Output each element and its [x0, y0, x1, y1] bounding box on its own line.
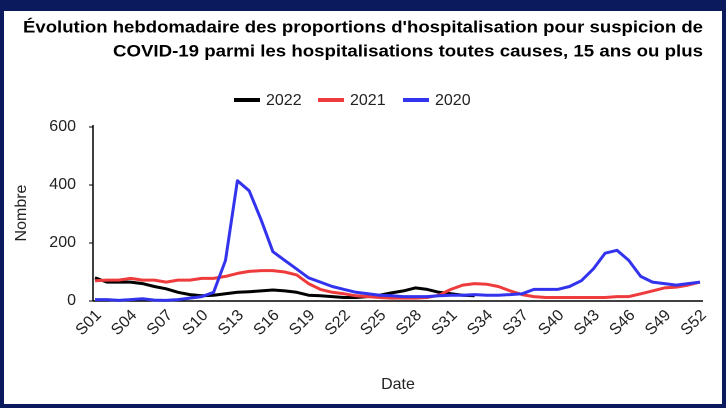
line-series	[95, 179, 701, 302]
header-band	[0, 0, 726, 11]
y-axis-label: Nombre	[13, 184, 30, 241]
legend-label: 2020	[435, 92, 471, 109]
y-tick-label: 600	[49, 118, 76, 135]
y-tick-label: 400	[49, 176, 76, 193]
legend-label: 2021	[350, 92, 386, 109]
legend-label: 2022	[266, 92, 302, 109]
chart-title: Évolution hebdomadaire des proportions d…	[23, 17, 703, 36]
y-tick-label: 0	[67, 292, 76, 309]
x-axis-label: Date	[381, 376, 415, 393]
line-series	[94, 269, 701, 300]
y-tick-label: 200	[49, 234, 76, 251]
chart-title: COVID-19 parmi les hospitalisations tout…	[113, 41, 703, 60]
line-series	[94, 276, 475, 299]
